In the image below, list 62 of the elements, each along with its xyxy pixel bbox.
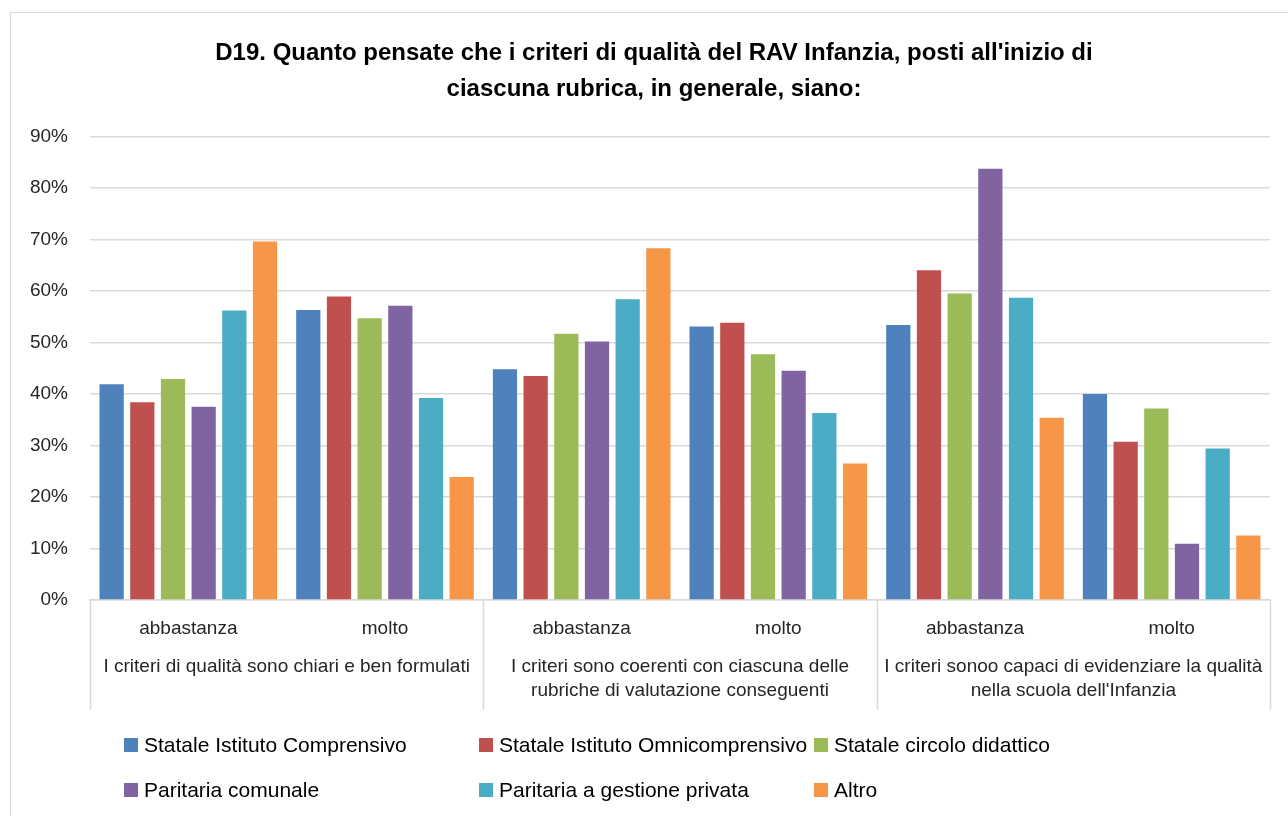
legend-label: Paritaria a gestione privata bbox=[499, 777, 749, 803]
bar bbox=[1113, 441, 1138, 600]
legend-label: Statale Istituto Comprensivo bbox=[144, 732, 407, 758]
x-tick-label: molto bbox=[1148, 616, 1195, 638]
legend-label: Paritaria comunale bbox=[144, 777, 320, 803]
x-tick-label: abbastanza bbox=[925, 616, 1025, 638]
bar bbox=[886, 324, 911, 600]
bar bbox=[130, 402, 155, 600]
y-tick-label: 60% bbox=[29, 279, 69, 301]
bar bbox=[357, 318, 382, 600]
bar bbox=[916, 270, 942, 600]
bar bbox=[554, 333, 579, 600]
bar bbox=[388, 305, 413, 600]
bar bbox=[1039, 417, 1064, 600]
bar bbox=[1205, 448, 1230, 600]
bar bbox=[947, 293, 972, 600]
bar bbox=[750, 354, 776, 600]
bar bbox=[781, 370, 806, 600]
bar bbox=[296, 309, 321, 600]
bar bbox=[449, 476, 474, 600]
y-tick-label: 70% bbox=[29, 227, 69, 249]
bar bbox=[326, 296, 352, 600]
bar bbox=[1174, 543, 1200, 600]
legend-label: Statale circolo didattico bbox=[834, 732, 1050, 758]
bar bbox=[1082, 393, 1108, 600]
bar bbox=[1008, 297, 1034, 600]
chart-title: D19. Quanto pensate che i criteri di qualità del RAV Infanzia, posti all'inizio di ciascuna rubrica, in generale, siano: bbox=[214, 37, 1094, 103]
text: I criteri sono coerenti con ciascuna delle rubriche di valutazione conseguenti bbox=[511, 655, 849, 701]
bar bbox=[689, 326, 714, 600]
legend-label: Altro bbox=[834, 777, 878, 803]
y-tick-label: 20% bbox=[29, 485, 69, 507]
legend-label: Statale Istituto Omnicomprensivo bbox=[499, 732, 808, 758]
x-tick-label: molto bbox=[361, 616, 409, 638]
bar bbox=[615, 299, 640, 600]
x-tick-label: molto bbox=[755, 616, 802, 638]
bar bbox=[812, 413, 837, 600]
text: I criteri di qualità sono chiari e ben formulati bbox=[103, 655, 470, 677]
text: I criteri sonoo capaci di evidenziare la qualità nella scuola dell'Infanzia bbox=[884, 655, 1263, 701]
bar bbox=[191, 406, 216, 600]
bar bbox=[252, 241, 278, 600]
y-tick-label: 40% bbox=[29, 382, 69, 404]
bar bbox=[492, 369, 518, 600]
y-tick-label: 0% bbox=[40, 588, 69, 610]
bar bbox=[720, 322, 745, 600]
bar bbox=[160, 379, 186, 600]
bar bbox=[1236, 535, 1261, 600]
bar bbox=[1144, 408, 1169, 600]
x-tick-label: abbastanza bbox=[139, 616, 238, 638]
bar bbox=[222, 310, 247, 600]
x-tick-label: abbastanza bbox=[532, 616, 632, 638]
bar bbox=[978, 168, 1003, 600]
bar bbox=[523, 375, 548, 600]
y-tick-label: 80% bbox=[29, 176, 69, 198]
bar bbox=[646, 248, 671, 600]
bar bbox=[584, 341, 610, 600]
bar bbox=[418, 398, 444, 600]
bar bbox=[842, 463, 868, 600]
y-tick-label: 10% bbox=[29, 536, 69, 558]
bar bbox=[99, 384, 124, 600]
y-tick-label: 50% bbox=[29, 330, 69, 352]
y-tick-label: 30% bbox=[29, 433, 69, 455]
y-tick-label: 90% bbox=[29, 124, 69, 146]
